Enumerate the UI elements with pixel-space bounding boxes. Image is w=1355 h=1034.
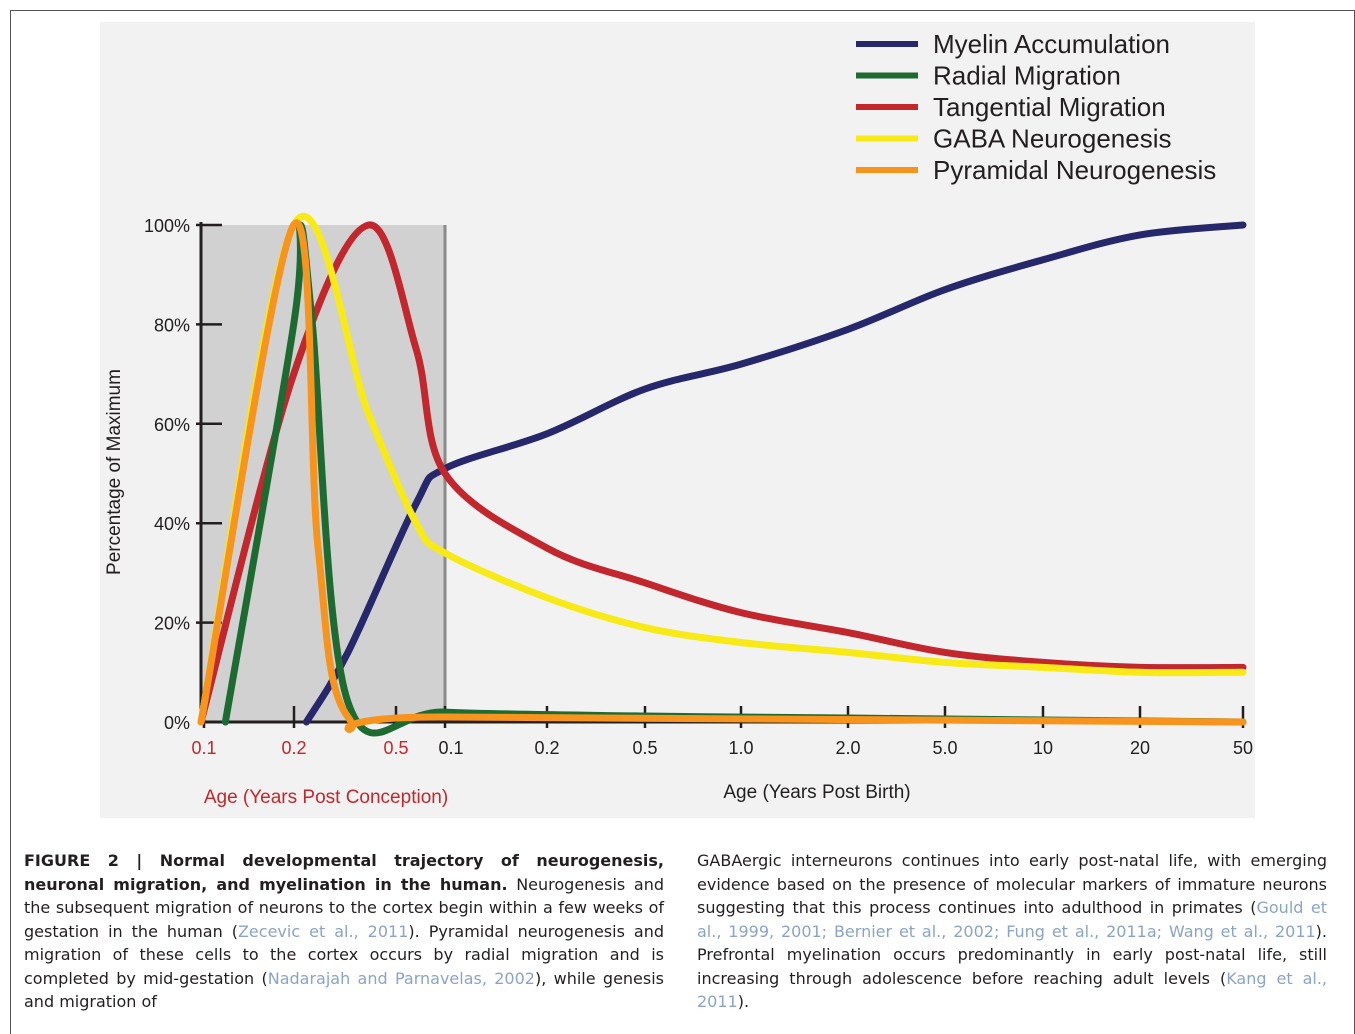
caption-text: ). Pyramidal neurogenesis and migration … xyxy=(24,921,664,988)
caption-text: ), while genesis and migration of xyxy=(24,968,665,1012)
citation-link[interactable]: Zecevic et al., 2011 xyxy=(237,921,409,941)
figure-title: FIGURE 2 | Normal developmental trajecto… xyxy=(24,851,664,894)
x-tick-label-prenatal: 0.1 xyxy=(191,738,216,758)
caption-text: ). Prefrontal myelination occurs predomi… xyxy=(697,921,1327,988)
series-line-pyramidal-neurogenesis xyxy=(197,219,1247,733)
x-tick-label-prenatal: 0.2 xyxy=(281,738,306,758)
x-tick-label-postnatal: 5.0 xyxy=(932,738,957,758)
x-tick-label-postnatal: 0.2 xyxy=(534,738,559,758)
x-tick-label-prenatal: 0.5 xyxy=(383,738,408,758)
y-tick-label: 0% xyxy=(164,713,190,733)
citation-link[interactable]: Gould et al., 1999, 2001; Bernier et al.… xyxy=(697,898,1327,941)
series-line-tangential-migration xyxy=(197,221,1247,726)
x-tick-label-postnatal: 2.0 xyxy=(835,738,860,758)
series-line-gaba-neurogenesis xyxy=(197,212,1247,726)
x-tick-label-postnatal: 0.5 xyxy=(632,738,657,758)
series-lines xyxy=(197,212,1247,737)
x-tick-labels-prenatal: 0.1 0.2 0.5 xyxy=(191,738,408,758)
y-tick-label: 40% xyxy=(154,514,190,534)
x-tick-labels-postnatal: 0.1 0.2 0.5 1.0 2.0 5.0 10 20 50 xyxy=(438,738,1253,758)
x-tick-label-postnatal: 0.1 xyxy=(438,738,463,758)
series-line-myelin-accumulation xyxy=(302,221,1247,726)
legend-label: Radial Migration xyxy=(933,61,1121,91)
x-tick-label-postnatal: 50 xyxy=(1233,738,1253,758)
y-tick-label: 20% xyxy=(154,614,190,634)
caption-left-column: FIGURE 2 | Normal developmental trajecto… xyxy=(24,849,664,1014)
y-tick-label: 60% xyxy=(154,415,190,435)
legend-label: GABA Neurogenesis xyxy=(933,124,1171,154)
caption-right-column: GABAergic interneurons continues into ea… xyxy=(697,849,1327,1014)
x-tick-label-postnatal: 10 xyxy=(1033,738,1053,758)
caption-text: Neurogenesis and the subsequent migratio… xyxy=(24,874,665,941)
development-chart: 0% 20% 40% 60% 80% 100% Percentage of Maximum… xyxy=(104,29,1253,808)
y-tick-labels: 0% 20% 40% 60% 80% 100% xyxy=(144,216,190,733)
x-tick-label-postnatal: 1.0 xyxy=(728,738,753,758)
y-tick-label: 100% xyxy=(144,216,190,236)
x-axis-label-postnatal: Age (Years Post Birth) xyxy=(723,782,910,803)
citation-link[interactable]: Kang et al., 2011 xyxy=(697,968,1327,1012)
caption-text: ). xyxy=(737,992,750,1011)
legend-label: Myelin Accumulation xyxy=(933,29,1170,59)
legend-label: Tangential Migration xyxy=(933,92,1166,122)
y-axis-label: Percentage of Maximum xyxy=(104,369,125,575)
x-axis-label-prenatal: Age (Years Post Conception) xyxy=(204,787,448,808)
legend-label: Pyramidal Neurogenesis xyxy=(933,155,1216,185)
caption-text: GABAergic interneurons continues into ea… xyxy=(697,851,1327,917)
citation-link[interactable]: Nadarajah and Parnavelas, 2002 xyxy=(267,968,535,988)
y-tick-label: 80% xyxy=(154,315,190,335)
x-tick-label-postnatal: 20 xyxy=(1130,738,1150,758)
